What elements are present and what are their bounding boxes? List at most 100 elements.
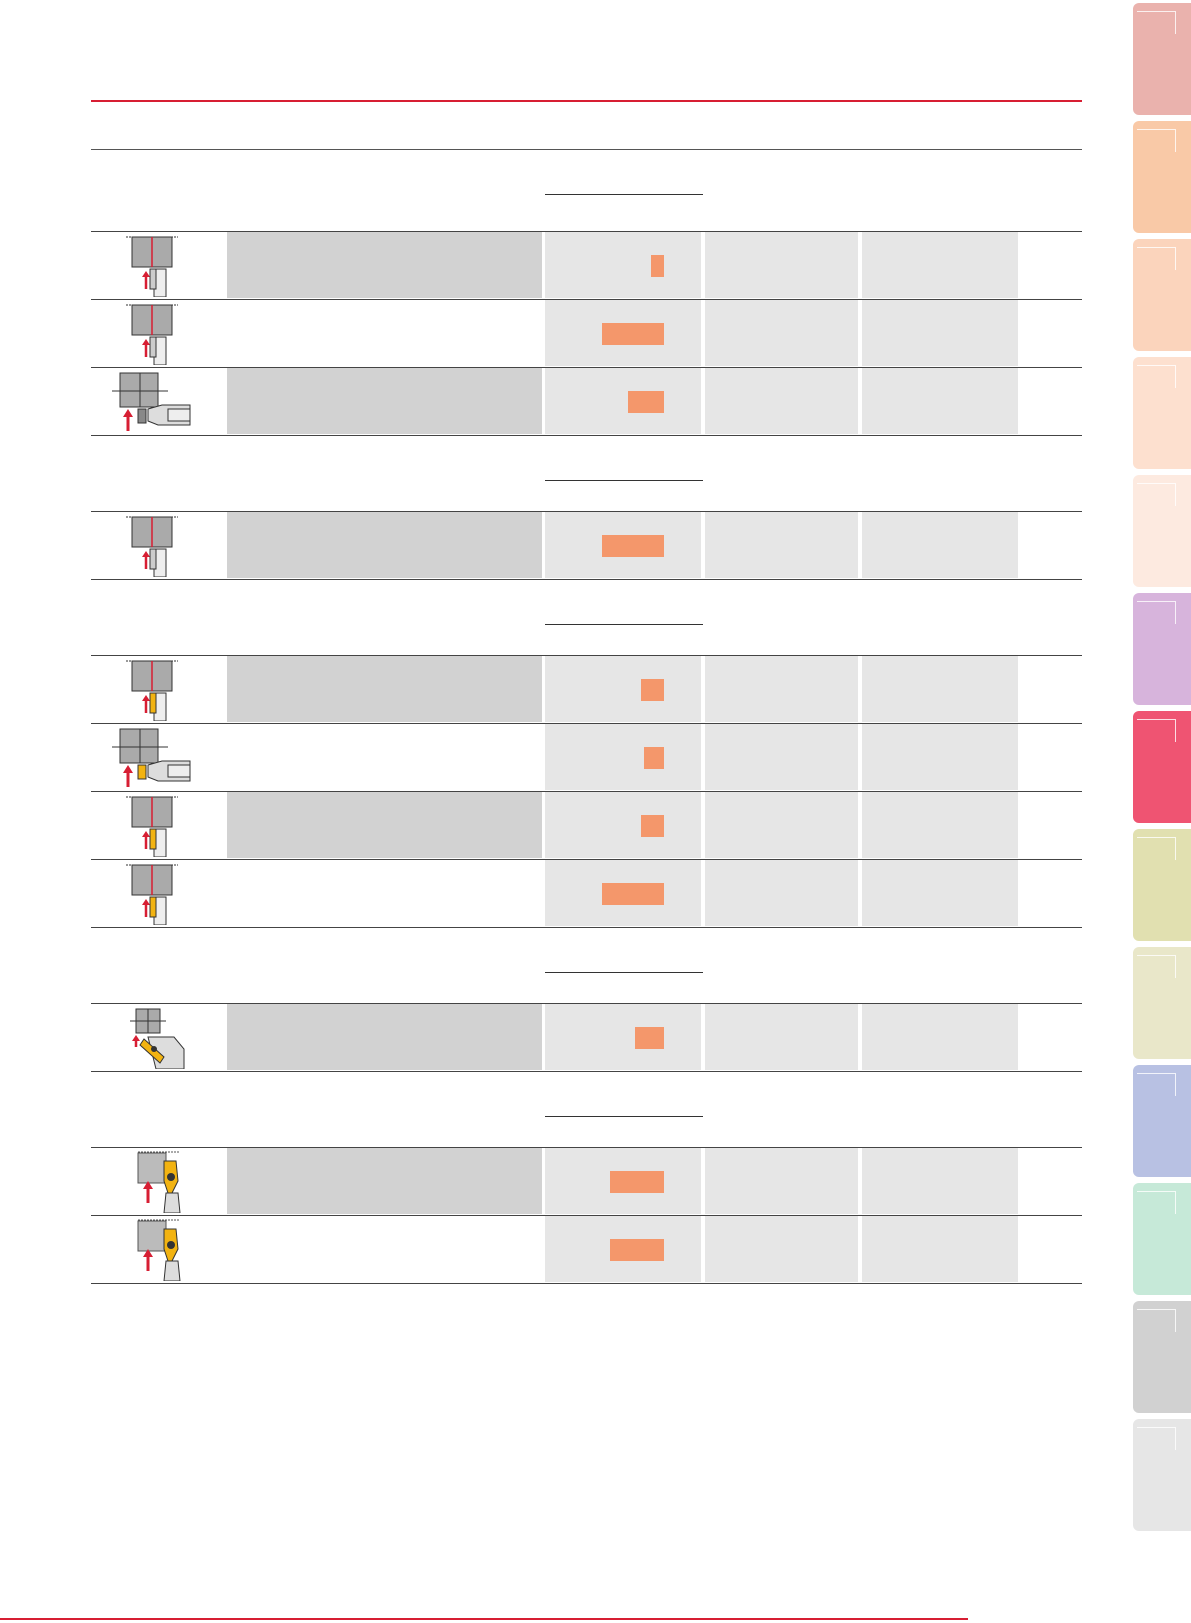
face-grooving-insert-icon bbox=[126, 864, 178, 925]
section-header-underline bbox=[545, 1116, 703, 1117]
face-grooving-tool-icon bbox=[126, 516, 178, 577]
tab-corner-mark bbox=[1137, 601, 1176, 624]
tab-corner-mark bbox=[1137, 365, 1176, 388]
face-grooving-tool-icon bbox=[126, 304, 178, 365]
section-top-rule bbox=[91, 1147, 1082, 1148]
side-tab[interactable] bbox=[1133, 1301, 1191, 1413]
section-header-underline bbox=[545, 480, 703, 481]
angled-face-grooving-tool-icon bbox=[130, 1008, 185, 1069]
row-divider bbox=[91, 299, 1082, 300]
row-divider bbox=[91, 859, 1082, 860]
value-cell bbox=[862, 792, 1018, 858]
side-tab[interactable] bbox=[1133, 593, 1191, 705]
value-bar bbox=[610, 1171, 664, 1193]
section-top-rule bbox=[91, 231, 1082, 232]
value-cell bbox=[545, 656, 701, 722]
value-cell bbox=[705, 1148, 858, 1214]
description-cell bbox=[227, 368, 542, 434]
side-tab[interactable] bbox=[1133, 3, 1191, 115]
value-cell bbox=[862, 368, 1018, 434]
tab-corner-mark bbox=[1137, 1427, 1176, 1450]
side-tab[interactable] bbox=[1133, 1183, 1191, 1295]
tab-corner-mark bbox=[1137, 1073, 1176, 1096]
side-tab[interactable] bbox=[1133, 1065, 1191, 1177]
value-bar bbox=[602, 535, 664, 557]
row-divider bbox=[91, 927, 1082, 928]
side-tab[interactable] bbox=[1133, 239, 1191, 351]
tab-corner-mark bbox=[1137, 719, 1176, 742]
row-divider bbox=[91, 1283, 1082, 1284]
section-top-rule bbox=[91, 511, 1082, 512]
value-bar bbox=[644, 747, 664, 769]
value-cell bbox=[862, 300, 1018, 366]
value-cell bbox=[862, 1004, 1018, 1070]
value-cell bbox=[862, 656, 1018, 722]
value-cell bbox=[705, 1216, 858, 1282]
value-cell bbox=[705, 232, 858, 298]
row-divider bbox=[91, 579, 1082, 580]
tab-corner-mark bbox=[1137, 1309, 1176, 1332]
row-divider bbox=[91, 791, 1082, 792]
description-cell bbox=[227, 1148, 542, 1214]
value-cell bbox=[862, 860, 1018, 926]
value-cell bbox=[545, 724, 701, 790]
value-bar bbox=[641, 815, 664, 837]
top-accent-rule bbox=[91, 100, 1082, 102]
tab-corner-mark bbox=[1137, 247, 1176, 270]
side-tab[interactable] bbox=[1133, 1419, 1191, 1531]
tab-corner-mark bbox=[1137, 483, 1176, 506]
tab-corner-mark bbox=[1137, 129, 1176, 152]
section-top-rule bbox=[91, 655, 1082, 656]
face-grooving-insert-icon bbox=[126, 660, 178, 721]
value-cell bbox=[705, 300, 858, 366]
value-cell bbox=[705, 512, 858, 578]
description-cell bbox=[227, 656, 542, 722]
section-header-underline bbox=[545, 972, 703, 973]
value-cell bbox=[705, 724, 858, 790]
value-cell bbox=[545, 792, 701, 858]
header-rule bbox=[91, 149, 1082, 150]
value-bar bbox=[610, 1239, 664, 1261]
row-divider bbox=[91, 723, 1082, 724]
description-cell bbox=[227, 1004, 542, 1070]
value-cell bbox=[862, 232, 1018, 298]
face-grooving-insert-icon bbox=[126, 796, 178, 857]
tab-corner-mark bbox=[1137, 11, 1176, 34]
section-header-underline bbox=[545, 624, 703, 625]
value-cell bbox=[545, 1004, 701, 1070]
side-tab[interactable] bbox=[1133, 829, 1191, 941]
tab-corner-mark bbox=[1137, 837, 1176, 860]
side-tab[interactable] bbox=[1133, 357, 1191, 469]
row-divider bbox=[91, 1215, 1082, 1216]
section-header-underline bbox=[545, 194, 703, 195]
value-cell bbox=[705, 860, 858, 926]
round-insert-face-tool-icon bbox=[137, 1151, 181, 1213]
value-cell bbox=[545, 232, 701, 298]
row-divider bbox=[91, 1071, 1082, 1072]
value-bar bbox=[635, 1027, 664, 1049]
internal-face-grooving-tool-icon bbox=[112, 372, 191, 431]
value-bar bbox=[602, 883, 664, 905]
value-cell bbox=[705, 792, 858, 858]
description-cell bbox=[227, 792, 542, 858]
row-divider bbox=[91, 435, 1082, 436]
description-cell bbox=[227, 232, 542, 298]
side-tab[interactable] bbox=[1133, 121, 1191, 233]
description-cell bbox=[227, 512, 542, 578]
tab-corner-mark bbox=[1137, 1191, 1176, 1214]
side-tab[interactable] bbox=[1133, 475, 1191, 587]
round-insert-face-tool-icon bbox=[137, 1219, 181, 1281]
value-cell bbox=[705, 1004, 858, 1070]
value-bar bbox=[602, 323, 664, 345]
value-cell bbox=[862, 1148, 1018, 1214]
side-tab[interactable] bbox=[1133, 711, 1191, 823]
tab-corner-mark bbox=[1137, 955, 1176, 978]
value-cell bbox=[705, 656, 858, 722]
value-cell bbox=[705, 368, 858, 434]
value-bar bbox=[628, 391, 664, 413]
value-cell bbox=[862, 512, 1018, 578]
face-grooving-tool-icon bbox=[126, 236, 178, 297]
value-cell bbox=[862, 724, 1018, 790]
side-tab[interactable] bbox=[1133, 947, 1191, 1059]
value-cell bbox=[545, 368, 701, 434]
